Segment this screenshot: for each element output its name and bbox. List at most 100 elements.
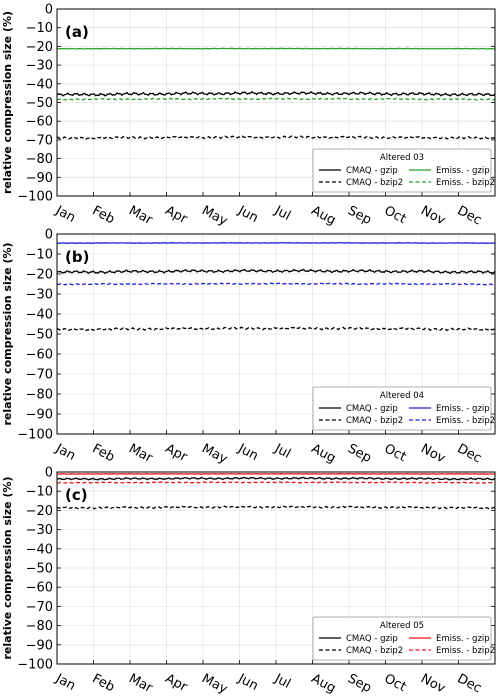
y-tick-label: −40 [26,542,53,557]
x-tick-label: Jan [52,441,78,464]
y-tick-label: −60 [26,348,53,363]
x-tick-label: Aug [309,441,338,466]
y-tick-label: −100 [17,658,53,673]
x-tick-label: Aug [309,203,338,228]
y-tick-label: −30 [26,523,53,538]
x-tick-label: Sep [345,441,374,466]
y-tick-label: −100 [17,190,53,205]
legend-entry-label: CMAQ - bzip2 [346,178,403,188]
y-tick-label: −20 [26,268,53,283]
legend-entry-label: Emiss. - bzip2 [436,646,495,656]
y-tick-label: −100 [17,428,53,443]
legend-entry-label: Emiss. - gzip [436,634,490,644]
y-tick-label: −60 [26,115,53,130]
y-tick-label: −10 [26,248,53,263]
y-tick-label: −30 [26,288,53,303]
y-tick-label: 0 [45,466,53,481]
y-tick-label: 0 [45,228,53,243]
y-tick-label: −50 [26,562,53,577]
panel-label: (b) [65,248,89,266]
y-tick-label: −70 [26,600,53,615]
legend-entry-label: CMAQ - bzip2 [346,416,403,426]
legend-entry-label: Emiss. - gzip [436,166,490,176]
series-line [56,481,496,484]
x-tick-label: Jun [235,441,261,464]
x-tick-label: Apr [163,441,190,465]
x-tick-label: Mar [126,441,155,466]
x-tick-label: Oct [382,671,409,695]
y-tick-label: −50 [26,328,53,343]
y-tick-label: −20 [26,504,53,519]
x-tick-label: Dec [455,203,484,228]
x-tick-label: Feb [90,203,117,227]
series-line [56,90,496,97]
y-tick-label: −40 [26,77,53,92]
y-tick-label: −70 [26,368,53,383]
x-tick-label: Feb [90,671,117,695]
y-tick-label: −20 [26,40,53,55]
y-axis-label: relative compression size (%) [1,11,14,194]
series-line [56,241,496,244]
legend-entry-label: Emiss. - gzip [436,404,490,414]
x-tick-label: Jul [271,441,293,462]
x-tick-label: Nov [418,441,448,466]
x-tick-label: Jun [235,203,261,226]
legend-box [312,386,492,431]
y-axis-label: relative compression size (%) [1,242,14,425]
y-tick-label: −10 [26,485,53,500]
legend-title: Altered 04 [380,391,424,401]
x-tick-label: Jul [271,203,293,224]
x-tick-label: May [199,441,230,467]
y-tick-label: −30 [26,59,53,74]
legend-box [312,148,492,193]
x-tick-label: Oct [382,203,409,227]
x-tick-label: Sep [345,671,374,696]
panel-label: (c) [65,486,88,504]
series-line [56,326,496,332]
y-tick-label: −80 [26,388,53,403]
x-tick-label: Sep [345,203,374,228]
x-tick-label: Dec [455,671,484,696]
series-line [56,97,496,101]
series-line [56,505,496,510]
legend: Altered 05 CMAQ - gzip Emiss. - gzip CMAQ -… [312,616,495,661]
series-line [56,476,496,481]
legend-box [312,616,492,661]
series-line [56,135,496,140]
x-tick-label: Nov [418,203,448,228]
x-tick-label: Aug [309,671,338,696]
legend-entry-label: CMAQ - gzip [346,634,398,644]
x-tick-label: Oct [382,441,409,465]
x-tick-label: Mar [126,203,155,228]
y-tick-label: −50 [26,96,53,111]
x-tick-label: May [199,671,230,697]
legend-entry-label: CMAQ - gzip [346,166,398,176]
series-line [56,268,496,275]
x-tick-label: Jul [271,671,293,692]
y-tick-label: −90 [26,638,53,653]
y-tick-label: −80 [26,152,53,167]
legend-entry-label: CMAQ - gzip [346,404,398,414]
legend: Altered 04 CMAQ - gzip Emiss. - gzip CMAQ -… [312,386,495,431]
x-tick-label: Apr [163,203,190,227]
x-tick-label: Jan [52,203,78,226]
x-tick-label: Jan [52,671,78,694]
y-tick-label: −80 [26,619,53,634]
x-tick-label: Dec [455,441,484,466]
legend: Altered 03 CMAQ - gzip Emiss. - gzip CMAQ -… [312,148,495,193]
x-tick-label: Feb [90,441,117,465]
x-tick-label: Nov [418,671,448,696]
y-tick-label: −70 [26,133,53,148]
x-tick-label: Apr [163,671,190,695]
x-tick-label: Jun [235,671,261,694]
panel-label: (a) [65,23,89,41]
y-tick-label: −90 [26,408,53,423]
y-tick-label: 0 [45,3,53,18]
y-axis-label: relative compression size (%) [1,476,14,659]
legend-entry-label: Emiss. - bzip2 [436,416,495,426]
legend-title: Altered 05 [380,621,424,631]
legend-title: Altered 03 [380,153,424,163]
